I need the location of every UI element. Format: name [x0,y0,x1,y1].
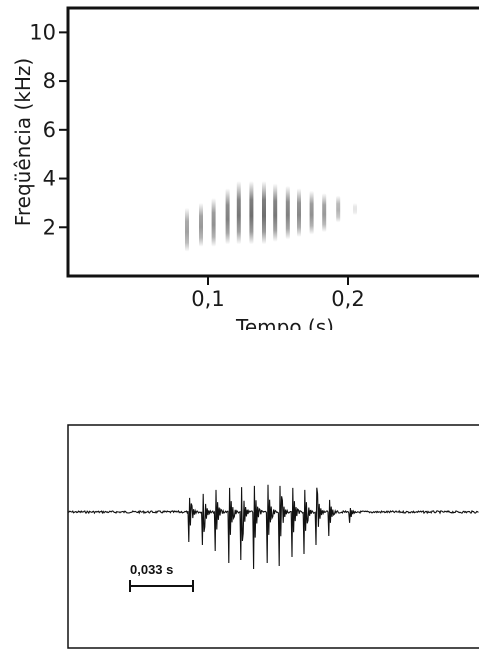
spectrogram-pulse [285,185,290,240]
spectrogram-pulse [353,202,357,216]
spectrogram-y-ticks: 2 4 6 8 10 [29,20,68,239]
spectrogram-x-ticks: 0,1 0,2 [191,276,365,311]
spectrogram-pulses [185,180,357,252]
spectrogram-pulse [262,180,266,245]
spectrogram-y-axis-title: Freqüência (kHz) [11,58,35,226]
spectrogram-pulse [211,198,216,247]
spectrogram-pulse [297,188,301,238]
x-tick-label: 0,2 [331,287,364,311]
spectrogram-pulse [225,188,230,245]
spectrogram-pulse [322,193,327,233]
spectrogram-pulse [273,183,278,242]
y-tick-label: 10 [29,20,56,44]
spectrogram-pulse [199,202,203,247]
y-tick-label: 8 [43,69,56,93]
waveform-plot-frame [67,424,479,649]
waveform-trace [67,484,479,570]
y-tick-label: 6 [43,118,56,142]
spectrogram-pulse [336,195,341,223]
time-scale-bar: 0,033 s [129,562,194,592]
spectrogram-pulse [309,190,314,235]
y-tick-label: 4 [43,167,56,191]
spectrogram-pulse [236,180,241,245]
spectrogram-pulse [185,207,189,252]
spectrogram-x-axis-title: Tempo (s) [235,315,334,330]
y-tick-label: 2 [43,215,56,239]
x-tick-label: 0,1 [191,287,224,311]
scale-bar-label: 0,033 s [130,562,173,577]
spectrogram-chart: 2 4 6 8 10 0,1 0,2 Tempo (s) Freqüência (kHz) [11,6,479,330]
spectrogram-pulse [249,180,254,245]
